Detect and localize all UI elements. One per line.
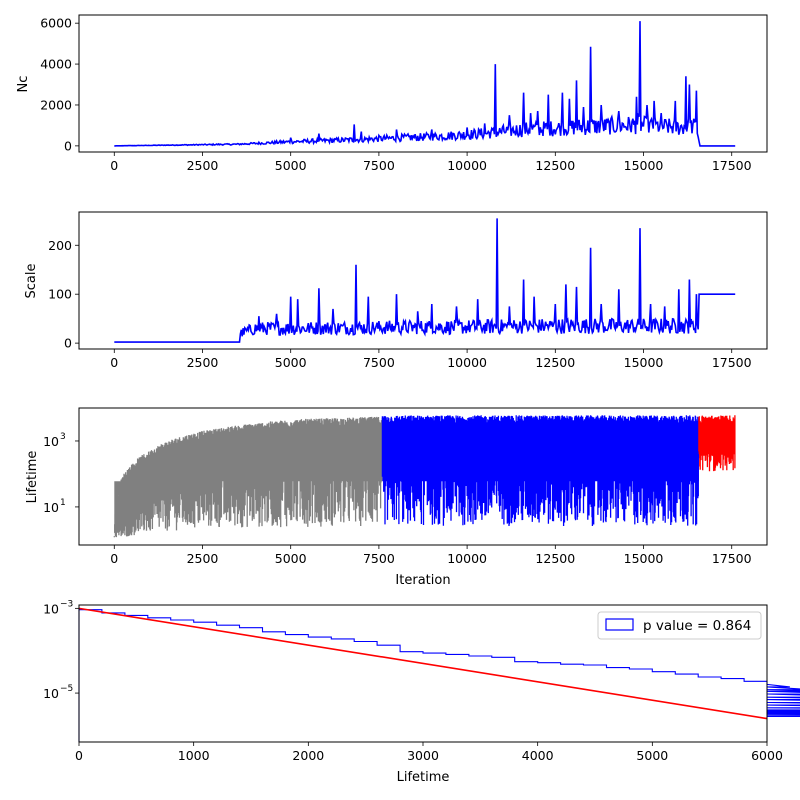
x-tick-label: 4000 bbox=[522, 748, 554, 763]
x-tick-label: 7500 bbox=[363, 355, 395, 370]
lifetime-plot-area bbox=[113, 415, 736, 539]
x-tick-label: 5000 bbox=[636, 748, 668, 763]
x-tick-label: 6000 bbox=[751, 748, 783, 763]
x-tick-label: 0 bbox=[110, 355, 118, 370]
y-tick-exponent: 3 bbox=[60, 432, 66, 442]
y-tick-label: 10 bbox=[43, 601, 59, 616]
y-tick-label: 4000 bbox=[40, 57, 72, 72]
nc-plot-area bbox=[114, 21, 736, 147]
scale-axes-frame bbox=[78, 211, 768, 350]
x-tick-label: 1000 bbox=[178, 748, 210, 763]
x-tick-label: 0 bbox=[110, 551, 118, 566]
x-tick-label: 17500 bbox=[712, 355, 752, 370]
y-tick-label: 0 bbox=[64, 138, 72, 153]
lifetime-band-red bbox=[698, 422, 736, 455]
x-tick-label: 5000 bbox=[275, 551, 307, 566]
y-tick-exponent: −3 bbox=[60, 599, 73, 609]
y-tick-label: 2000 bbox=[40, 97, 72, 112]
histogram-step bbox=[78, 609, 800, 742]
y-tick-label: 200 bbox=[48, 238, 72, 253]
x-tick-label: 2500 bbox=[187, 551, 219, 566]
x-tick-label: 7500 bbox=[363, 551, 395, 566]
y-tick-exponent: 1 bbox=[60, 498, 66, 508]
histogram-x-ticks: 0 1000 2000 3000 4000 5000 6000 bbox=[75, 742, 783, 763]
lifetime-y-axis-label: Lifetime bbox=[25, 451, 40, 504]
x-tick-label: 5000 bbox=[275, 355, 307, 370]
scale-x-ticks: 0 2500 5000 7500 10000 12500 15000 17500 bbox=[110, 349, 752, 370]
y-tick-label: 6000 bbox=[40, 16, 72, 31]
scale-y-axis-label: Scale bbox=[24, 264, 39, 299]
legend: p value = 0.864 bbox=[597, 611, 762, 640]
y-tick-label: 10 bbox=[43, 686, 59, 701]
histogram-plot-area bbox=[78, 607, 800, 742]
scale-y-ticks: 0 100 200 bbox=[48, 238, 79, 351]
x-tick-label: 10000 bbox=[447, 158, 487, 173]
lifetime-axes-frame bbox=[78, 407, 768, 546]
x-tick-label: 15000 bbox=[624, 355, 664, 370]
x-tick-label: 10000 bbox=[447, 355, 487, 370]
nc-axes-frame bbox=[78, 14, 768, 153]
x-tick-label: 15000 bbox=[624, 551, 664, 566]
x-tick-label: 2500 bbox=[187, 158, 219, 173]
x-tick-label: 3000 bbox=[407, 748, 439, 763]
x-tick-label: 12500 bbox=[535, 158, 575, 173]
fit-line bbox=[78, 607, 768, 720]
scale-plot-area bbox=[114, 218, 736, 343]
x-tick-label: 10000 bbox=[447, 551, 487, 566]
scale-panel: 0 2500 5000 7500 10000 12500 15000 17500 0 100 20… bbox=[24, 211, 768, 370]
x-tick-label: 2500 bbox=[187, 355, 219, 370]
legend-swatch bbox=[605, 618, 634, 631]
histogram-y-ticks: 10−310−5 bbox=[43, 599, 79, 701]
x-tick-label: 7500 bbox=[363, 158, 395, 173]
nc-panel: 0 2500 5000 7500 10000 12500 15000 17500 0 2000 4… bbox=[16, 14, 768, 173]
x-tick-label: 2000 bbox=[292, 748, 324, 763]
histogram-panel: 0 1000 2000 3000 4000 5000 6000 10−310−5 Lifet… bbox=[43, 599, 800, 785]
legend-label: p value = 0.864 bbox=[643, 618, 751, 634]
x-tick-label: 0 bbox=[75, 748, 83, 763]
histogram-x-axis-label: Lifetime bbox=[397, 770, 450, 785]
x-tick-label: 17500 bbox=[712, 551, 752, 566]
nc-y-ticks: 0 2000 4000 6000 bbox=[40, 16, 79, 153]
y-tick-base: 10 bbox=[43, 500, 59, 515]
x-tick-label: 12500 bbox=[535, 551, 575, 566]
lifetime-band-gray bbox=[114, 423, 383, 539]
y-tick-base: 10 bbox=[43, 601, 59, 616]
lifetime-band-blue bbox=[382, 422, 699, 482]
y-tick-base: 10 bbox=[43, 434, 59, 449]
x-tick-label: 17500 bbox=[712, 158, 752, 173]
y-tick-label: 0 bbox=[64, 336, 72, 351]
lifetime-x-ticks: 0 2500 5000 7500 10000 12500 15000 17500 bbox=[110, 545, 752, 566]
y-tick-base: 10 bbox=[43, 686, 59, 701]
lifetime-x-axis-label: Iteration bbox=[395, 573, 450, 588]
x-tick-label: 5000 bbox=[275, 158, 307, 173]
nc-y-axis-label: Nc bbox=[16, 76, 31, 93]
y-tick-label: 10 bbox=[43, 500, 59, 515]
legend-box bbox=[597, 611, 762, 640]
series-line bbox=[114, 21, 736, 147]
x-tick-label: 15000 bbox=[624, 158, 664, 173]
series-line bbox=[114, 218, 736, 343]
y-tick-exponent: −5 bbox=[60, 684, 73, 694]
nc-x-ticks: 0 2500 5000 7500 10000 12500 15000 17500 bbox=[110, 152, 752, 173]
y-tick-label: 10 bbox=[43, 434, 59, 449]
y-tick-label: 100 bbox=[48, 287, 72, 302]
x-tick-label: 12500 bbox=[535, 355, 575, 370]
x-tick-label: 0 bbox=[110, 158, 118, 173]
